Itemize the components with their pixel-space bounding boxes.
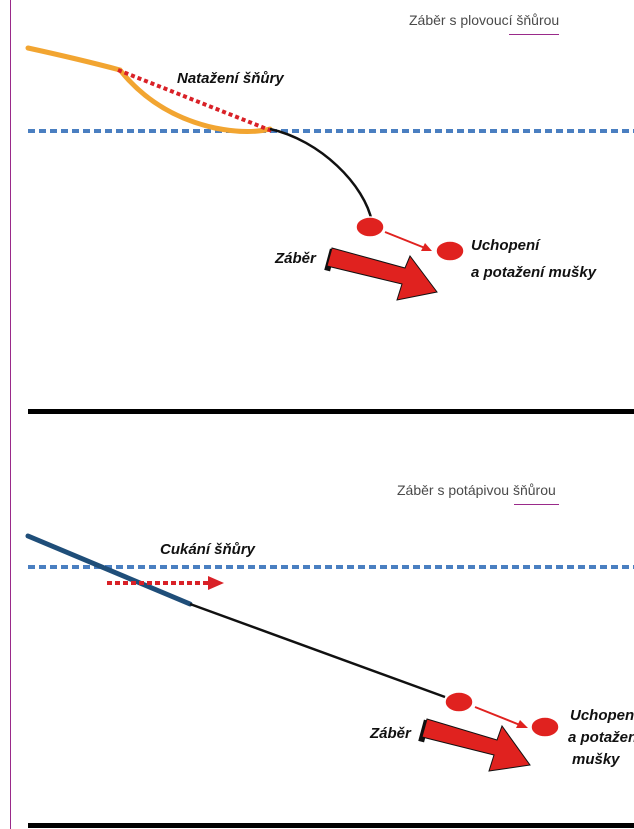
fly-end-marker xyxy=(435,240,465,262)
take-label-bottom-line1: Uchopení xyxy=(570,707,634,724)
floating-fly-line xyxy=(25,45,273,134)
take-label-bottom-line3: mušky xyxy=(572,751,620,768)
sinking-line-diagram-graphic xyxy=(25,533,634,828)
fly-end-marker-bottom xyxy=(530,716,560,738)
floating-line-diagram: Záběr s plovoucí šňůrou Natažení šňůry Z… xyxy=(25,12,634,414)
sinking-fly-line xyxy=(25,533,193,607)
left-margin-rule xyxy=(10,0,11,829)
ground-line-top xyxy=(28,409,634,414)
floating-line-caption-underline xyxy=(509,34,559,35)
line-tension-label: Natažení šňůry xyxy=(177,70,284,87)
fly-movement-arrow-head xyxy=(421,243,432,251)
fly-movement-arrow-shaft xyxy=(384,231,426,249)
fly-start-marker xyxy=(355,216,385,238)
strike-arrow-top xyxy=(324,247,438,301)
fly-start-marker-bottom xyxy=(444,691,474,713)
line-twitch-label: Cukání šňůry xyxy=(160,541,256,558)
sinking-line-caption: Záběr s potápivou šňůrou xyxy=(397,482,556,498)
sinking-line-diagram: Záběr s potápivou šňůrou Cukání šňůry Zá… xyxy=(0,420,634,829)
strike-label-top: Záběr xyxy=(275,250,316,267)
leader-line-bottom xyxy=(189,602,446,699)
take-label-top-line1: Uchopení xyxy=(471,237,540,254)
line-twitch-arrow-head xyxy=(208,576,224,590)
fly-movement-arrow-shaft-bottom xyxy=(474,706,521,726)
take-label-bottom-line2: a potažení xyxy=(568,729,634,746)
take-label-top-line2: a potažení mušky xyxy=(471,264,597,281)
floating-line-caption: Záběr s plovoucí šňůrou xyxy=(409,12,560,28)
leader-line xyxy=(269,127,374,223)
sinking-line-caption-underline xyxy=(514,504,559,505)
ground-line-bottom xyxy=(28,823,634,828)
floating-line-diagram-graphic xyxy=(25,45,634,414)
strike-label-bottom: Záběr xyxy=(370,725,411,742)
strike-arrow-bottom xyxy=(418,718,531,772)
fly-movement-arrow-head-bottom xyxy=(516,720,528,728)
